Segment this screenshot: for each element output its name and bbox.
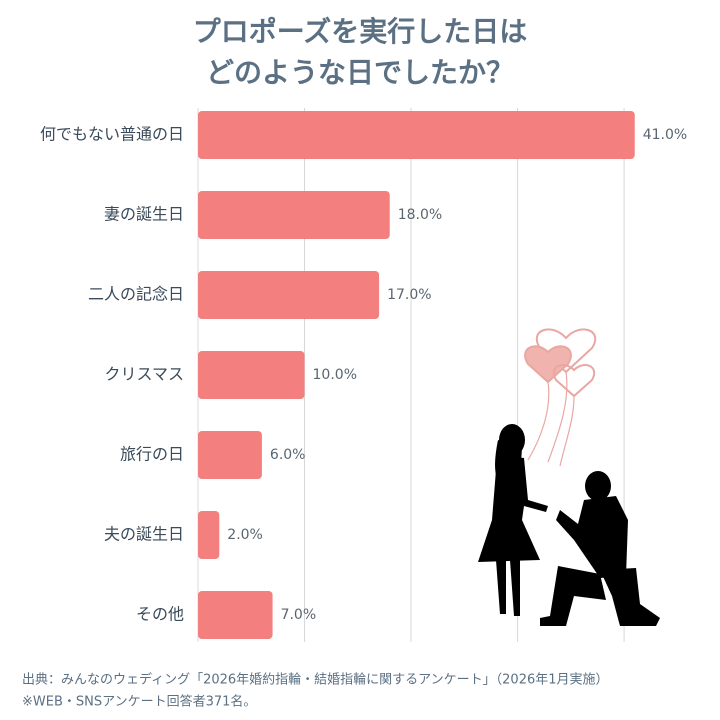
value-label: 7.0% [281, 607, 317, 623]
bar [198, 271, 380, 319]
bar [198, 591, 273, 639]
illustration [478, 328, 660, 626]
value-label: 18.0% [398, 207, 442, 223]
bar [198, 191, 390, 239]
chart-title: どのような日でしたか？ [206, 56, 514, 89]
bar [198, 431, 262, 479]
value-label: 6.0% [270, 447, 306, 463]
category-label: その他 [136, 605, 184, 624]
chart-title: プロポーズを実行した日は [193, 15, 528, 48]
category-label: 何でもない普通の日 [40, 125, 184, 144]
source-note: ※WEB・SNSアンケート回答者371名。 [22, 694, 256, 710]
bar [198, 351, 305, 399]
category-label: クリスマス [104, 365, 184, 384]
category-label: 夫の誕生日 [104, 525, 184, 544]
value-label: 10.0% [313, 367, 357, 383]
bars: 何でもない普通の日 41.0% 妻の誕生日 18.0% 二人の記念日 17.0% クリスマス… [40, 111, 687, 639]
category-label: 二人の記念日 [88, 285, 184, 304]
bar [198, 111, 635, 159]
source-note: 出典：みんなのウェディング「2026年婚約指輪・結婚指輪に関するアンケート」（2… [22, 672, 609, 688]
value-label: 41.0% [643, 127, 687, 143]
bar [198, 511, 220, 559]
value-label: 2.0% [227, 527, 263, 543]
category-label: 旅行の日 [120, 445, 184, 464]
value-label: 17.0% [387, 287, 431, 303]
category-label: 妻の誕生日 [104, 205, 184, 224]
